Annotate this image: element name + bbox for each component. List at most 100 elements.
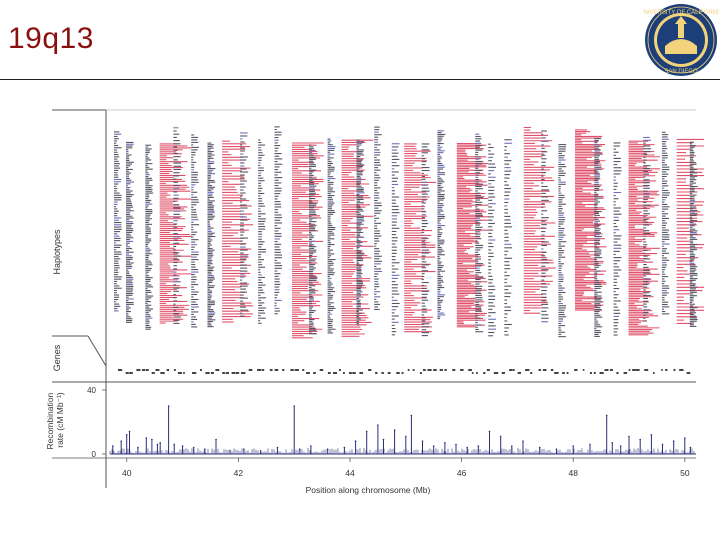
- recombination-point: [605, 414, 608, 417]
- recombination-plot: 0 40: [87, 386, 696, 459]
- gene-mark: [282, 369, 285, 371]
- recombination-point: [404, 435, 407, 438]
- gene-mark: [235, 372, 240, 374]
- gene-mark: [215, 369, 220, 371]
- recombination-label-line2: rate (cM Mb⁻¹): [55, 392, 65, 448]
- gene-mark: [368, 369, 372, 371]
- recombination-point: [173, 443, 175, 446]
- gene-mark: [679, 369, 684, 371]
- gene-mark: [501, 372, 505, 374]
- recombination-point: [365, 430, 368, 433]
- recombination-point: [639, 438, 641, 441]
- x-tick-label: 48: [568, 468, 578, 478]
- x-axis-label: Position along chromosome (Mb): [306, 485, 431, 495]
- recombination-point: [466, 446, 468, 449]
- gene-mark: [222, 372, 225, 374]
- gene-mark: [460, 369, 464, 371]
- gene-mark: [589, 372, 592, 374]
- gene-mark: [582, 369, 585, 371]
- gene-mark: [125, 372, 129, 374]
- x-tick-label: 46: [457, 468, 467, 478]
- y-tick-label: 0: [92, 450, 97, 459]
- gene-mark: [352, 372, 356, 374]
- title-divider: [0, 79, 720, 80]
- gene-mark: [332, 372, 338, 374]
- gene-mark: [635, 369, 640, 371]
- gene-mark: [141, 369, 146, 371]
- gene-mark: [452, 369, 456, 371]
- gene-mark: [375, 372, 378, 374]
- gene-mark: [471, 372, 474, 374]
- gene-mark: [401, 372, 404, 374]
- recombination-point: [293, 405, 295, 407]
- gene-mark: [136, 369, 141, 371]
- gene-mark: [512, 369, 515, 371]
- gene-mark: [632, 369, 636, 371]
- gene-mark: [191, 372, 197, 374]
- gene-mark: [427, 369, 432, 371]
- gene-mark: [205, 372, 210, 374]
- recombination-point: [151, 438, 153, 441]
- recombination-point: [125, 434, 128, 436]
- gene-mark: [423, 369, 426, 371]
- figure-canvas: 0 40 40 42 44 46 48 50 Haplotypes Genes Recomb…: [45, 109, 704, 495]
- gene-mark: [517, 372, 522, 374]
- x-tick-label: 50: [680, 468, 690, 478]
- gene-mark: [444, 369, 447, 371]
- recombination-point: [310, 445, 312, 447]
- recombination-axis-label: Recombination rate (cM Mb⁻¹): [45, 390, 65, 449]
- gene-mark: [554, 372, 559, 374]
- gene-mark: [439, 369, 443, 371]
- x-axis: 40 42 44 46 48 50: [122, 458, 690, 478]
- gene-mark: [412, 369, 415, 371]
- y-tick-label: 40: [87, 386, 96, 395]
- recombination-point: [243, 448, 245, 451]
- gene-mark: [661, 369, 663, 371]
- gene-mark: [566, 372, 569, 374]
- recombination-point: [499, 435, 502, 438]
- recombination-point: [511, 445, 513, 447]
- recombination-point: [444, 442, 446, 444]
- gene-mark: [343, 372, 345, 374]
- gene-mark: [173, 369, 176, 371]
- gene-mark: [225, 372, 229, 374]
- gene-mark: [210, 372, 214, 374]
- gene-mark: [306, 372, 310, 374]
- gene-mark: [145, 369, 149, 371]
- recombination-point: [354, 440, 357, 443]
- recombination-point: [611, 442, 614, 444]
- gene-mark: [525, 369, 530, 371]
- gene-mark: [231, 372, 236, 374]
- gene-mark: [396, 372, 400, 374]
- gene-mark: [419, 372, 422, 374]
- gene-mark: [387, 372, 391, 374]
- recombination-point: [111, 445, 114, 447]
- gene-mark: [313, 372, 316, 374]
- recombination-point: [259, 450, 262, 452]
- gene-mark: [274, 369, 279, 371]
- gene-mark: [593, 372, 596, 374]
- recombination-point: [589, 443, 591, 446]
- recombination-series-line: [112, 406, 691, 455]
- recombination-point: [204, 448, 206, 451]
- x-tick-label: 40: [122, 468, 132, 478]
- gene-mark: [348, 372, 352, 374]
- recombination-point: [120, 440, 122, 443]
- gene-mark: [486, 369, 490, 371]
- gene-mark: [433, 369, 437, 371]
- gene-mark: [616, 372, 619, 374]
- gene-mark: [160, 372, 165, 374]
- gene-mark: [290, 369, 294, 371]
- gene-mark: [493, 372, 499, 374]
- gene-mark: [562, 372, 565, 374]
- gene-mark: [599, 372, 604, 374]
- recombination-point: [628, 435, 630, 438]
- haplotype-figure: 0 40 40 42 44 46 48 50 Haplotypes Genes Recomb…: [14, 96, 704, 496]
- gene-mark: [509, 369, 513, 371]
- recombination-point: [672, 440, 675, 443]
- recombination-point: [488, 430, 491, 433]
- recombination-point: [145, 437, 148, 439]
- recombination-point: [538, 446, 541, 449]
- gene-mark: [623, 372, 628, 374]
- gene-mark: [257, 369, 262, 371]
